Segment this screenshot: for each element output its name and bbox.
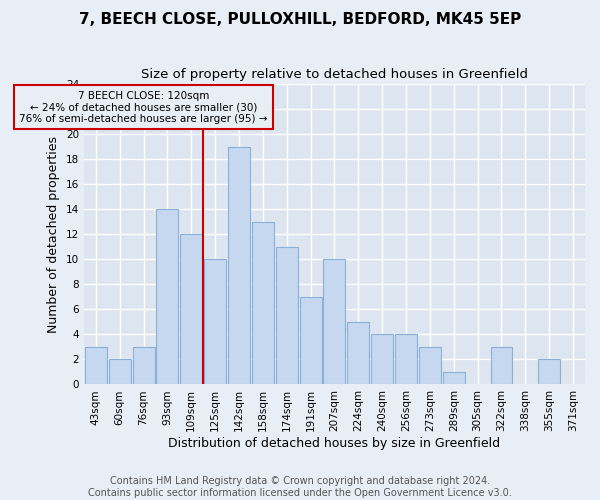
Bar bbox=[419, 347, 441, 385]
Bar bbox=[204, 260, 226, 384]
Bar bbox=[491, 347, 512, 385]
Bar bbox=[133, 347, 155, 385]
Bar bbox=[443, 372, 465, 384]
Bar bbox=[276, 247, 298, 384]
Bar bbox=[228, 147, 250, 384]
Bar bbox=[371, 334, 393, 384]
Bar bbox=[252, 222, 274, 384]
Bar bbox=[323, 260, 346, 384]
Bar bbox=[538, 360, 560, 384]
Bar bbox=[157, 210, 178, 384]
Bar bbox=[109, 360, 131, 384]
Text: 7, BEECH CLOSE, PULLOXHILL, BEDFORD, MK45 5EP: 7, BEECH CLOSE, PULLOXHILL, BEDFORD, MK4… bbox=[79, 12, 521, 28]
Title: Size of property relative to detached houses in Greenfield: Size of property relative to detached ho… bbox=[141, 68, 528, 80]
Bar bbox=[395, 334, 417, 384]
Bar bbox=[85, 347, 107, 385]
Bar bbox=[180, 234, 202, 384]
Bar bbox=[347, 322, 369, 384]
Text: Contains HM Land Registry data © Crown copyright and database right 2024.
Contai: Contains HM Land Registry data © Crown c… bbox=[88, 476, 512, 498]
Bar bbox=[299, 297, 322, 384]
Text: 7 BEECH CLOSE: 120sqm
← 24% of detached houses are smaller (30)
76% of semi-deta: 7 BEECH CLOSE: 120sqm ← 24% of detached … bbox=[19, 90, 268, 124]
X-axis label: Distribution of detached houses by size in Greenfield: Distribution of detached houses by size … bbox=[169, 437, 500, 450]
Y-axis label: Number of detached properties: Number of detached properties bbox=[47, 136, 60, 333]
